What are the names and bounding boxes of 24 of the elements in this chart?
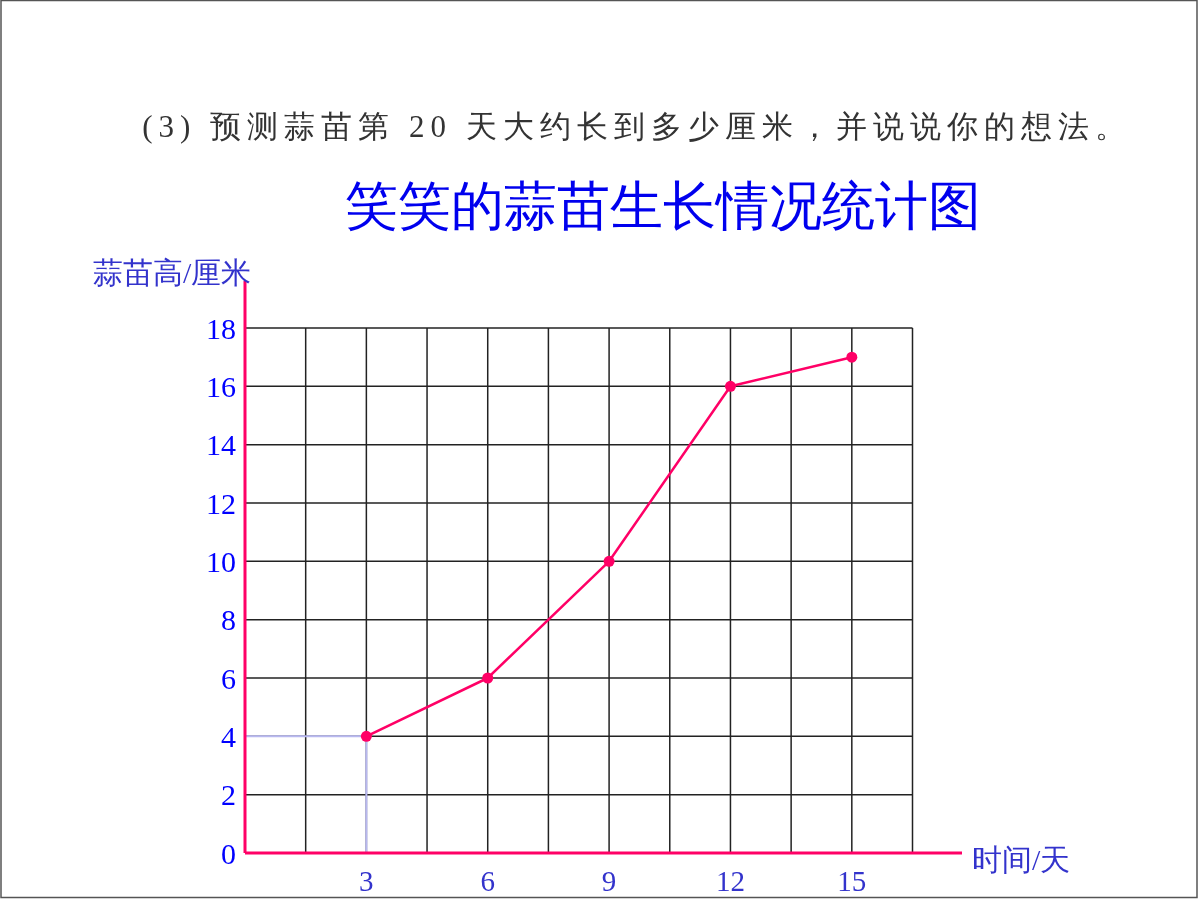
y-tick-label: 2	[221, 778, 236, 812]
y-tick-label: 0	[221, 836, 236, 870]
x-tick-label: 9	[601, 865, 617, 897]
y-tick-label: 18	[206, 311, 236, 345]
y-tick-label: 10	[206, 545, 236, 579]
y-tick-label: 14	[206, 428, 236, 462]
y-axis-title: 蒜苗高/厘米	[93, 256, 252, 289]
point	[724, 380, 736, 392]
x-tick-label: 15	[837, 865, 867, 897]
y-tick-label: 12	[206, 486, 236, 520]
x-tick-label: 12	[715, 865, 745, 897]
y-tick-label: 4	[221, 720, 236, 754]
x-tick-label: 3	[359, 865, 374, 897]
y-tick-label: 6	[221, 661, 236, 695]
point	[482, 672, 494, 684]
x-axis-title: 时间/天	[972, 843, 1071, 876]
y-tick-label: 16	[206, 370, 236, 404]
point	[603, 555, 615, 567]
chart-title: 笑笑的蒜苗生长情况统计图	[345, 176, 981, 235]
point	[846, 351, 858, 363]
x-tick-label: 6	[480, 865, 495, 897]
text: (3) 预测蒜苗第 20 天大约长到多少厘米，并说说你的想法。	[142, 109, 1132, 144]
point	[360, 730, 372, 742]
y-tick-label: 8	[221, 603, 236, 637]
